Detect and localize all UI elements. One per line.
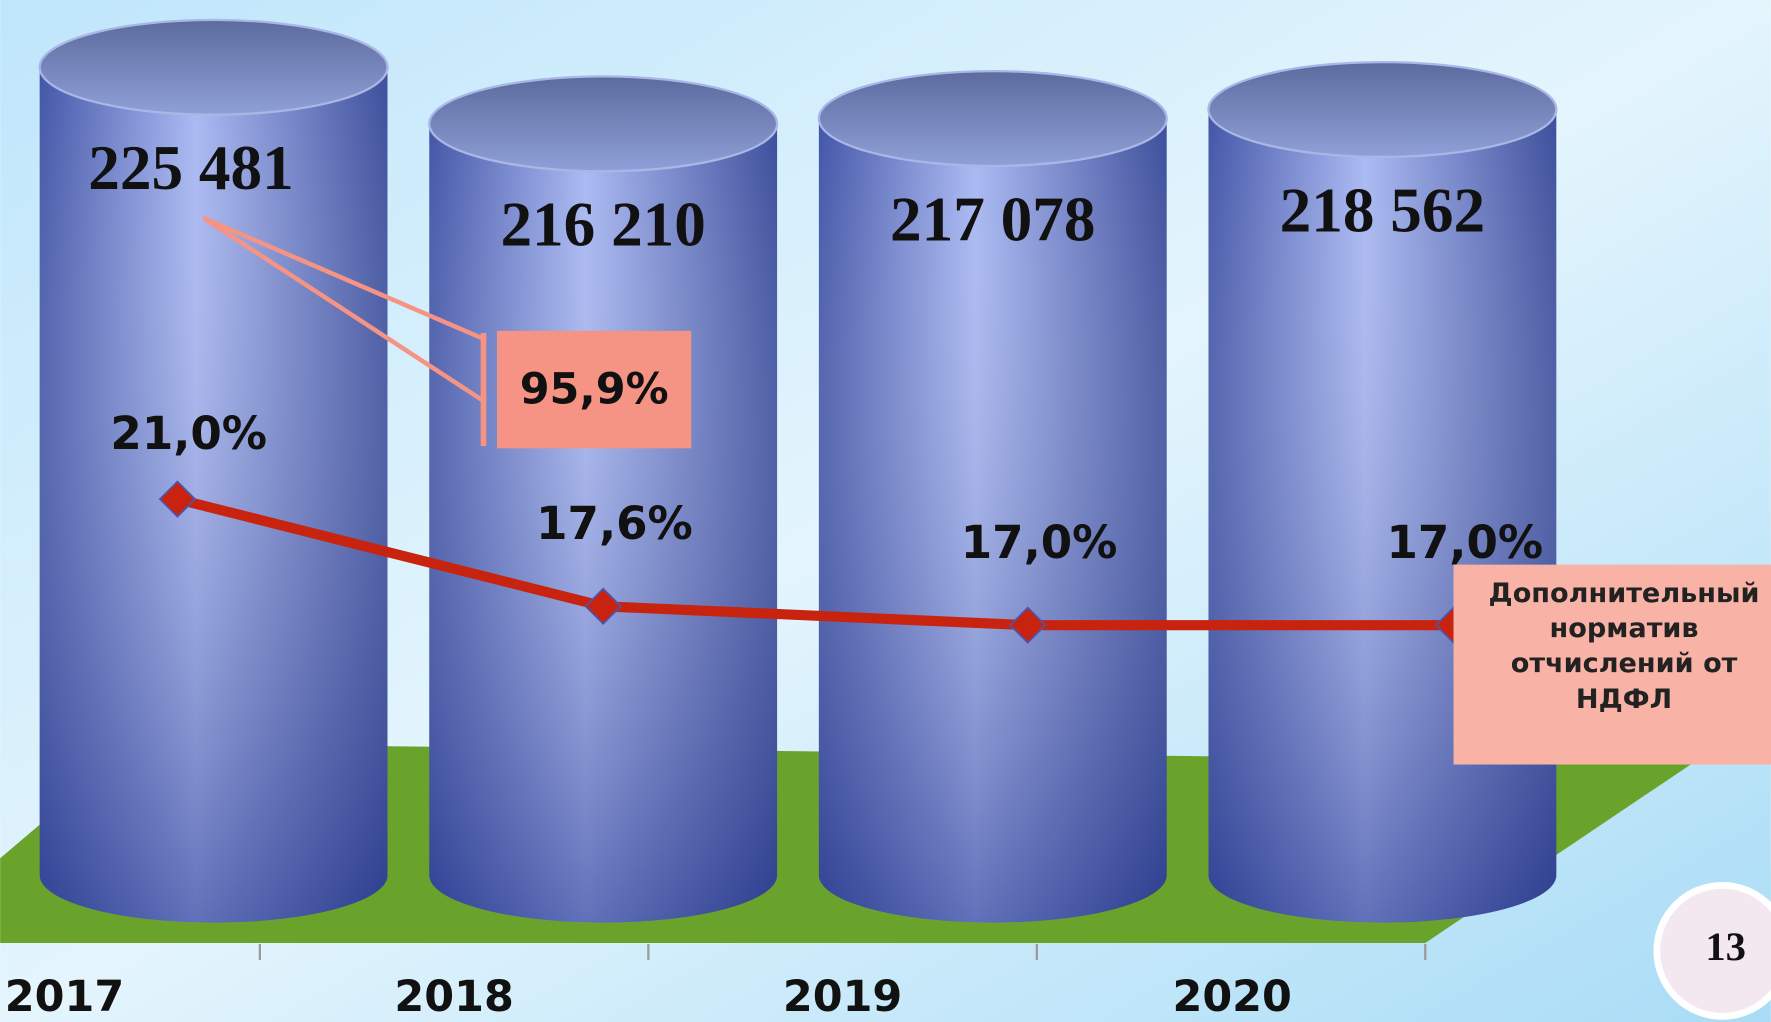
value-label: 225 481: [88, 133, 293, 203]
legend: Дополнительный норматив отчислений от НД…: [1488, 577, 1760, 715]
x-tick-label: 2017: [5, 972, 124, 1022]
legend-label: Дополнительный норматив отчислений от НД…: [1488, 577, 1760, 715]
x-tick-label: 2018: [394, 972, 513, 1022]
value-label: 218 562: [1280, 175, 1485, 245]
value-label: 17,0%: [1386, 516, 1543, 569]
value-label: 17,6%: [536, 497, 693, 550]
line-marker: [584, 587, 622, 626]
x-tick-label: 2020: [1172, 972, 1291, 1022]
cylinder-top: [38, 18, 389, 116]
cylinder-shade: [429, 123, 778, 923]
line-marker: [158, 480, 197, 518]
cylinder-top: [1207, 60, 1558, 159]
value-label: 216 210: [500, 190, 705, 260]
legend-box: [1453, 564, 1771, 765]
line-marker: [1009, 606, 1047, 644]
value-label: 17,0%: [961, 516, 1118, 569]
value-label: 21,0%: [110, 407, 267, 460]
cylinder-shade: [818, 118, 1167, 923]
annotation: 95,9%: [520, 364, 669, 414]
value-label: 217 078: [890, 184, 1095, 254]
callout-line: [202, 215, 485, 341]
slide-number-badge: [1653, 881, 1771, 1020]
annotation-box: [497, 330, 692, 449]
bar: [817, 69, 1168, 923]
cylinder-top: [817, 69, 1168, 168]
bar: [428, 75, 779, 923]
x-tick-label: 2019: [783, 972, 902, 1022]
slide-number: 13: [1705, 924, 1746, 969]
callout-line: [202, 216, 485, 403]
line: [176, 494, 1454, 631]
cylinder-top: [428, 75, 779, 173]
